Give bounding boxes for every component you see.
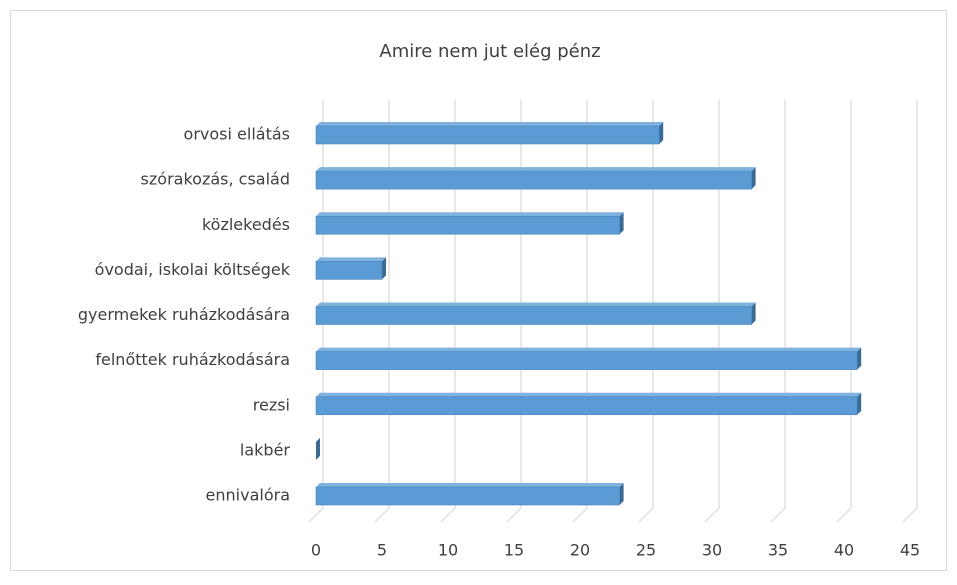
bar-face — [315, 351, 858, 370]
bar — [315, 483, 624, 506]
x-tick-label: 35 — [768, 541, 788, 560]
bar-face — [315, 170, 752, 190]
bar-face — [315, 396, 858, 416]
y-tick-label: felnőttek ruházkodására — [95, 350, 290, 369]
bar-face — [316, 212, 624, 217]
bar-face — [316, 437, 320, 460]
bar-face — [619, 212, 624, 235]
grid-line — [308, 100, 324, 523]
chart-title: Amire nem jut elég pénz — [379, 41, 600, 62]
x-tick-label: 25 — [636, 541, 656, 560]
bar — [315, 392, 862, 416]
x-tick-label: 40 — [834, 541, 854, 560]
bar-face — [316, 167, 756, 172]
bar-face — [857, 347, 862, 370]
y-tick-label: rezsi — [253, 395, 290, 414]
grid-line — [374, 100, 390, 523]
grid-line — [440, 100, 456, 523]
y-tick-label: közlekedés — [202, 215, 290, 234]
bar-face — [316, 483, 624, 487]
bar-face — [315, 125, 660, 145]
y-tick-label: szórakozás, család — [141, 170, 290, 189]
bar-face — [316, 257, 386, 262]
grid-line — [836, 100, 852, 523]
bar-face — [316, 302, 756, 307]
bar — [315, 212, 624, 235]
y-tick-label: ennivalóra — [206, 486, 290, 505]
bar — [315, 302, 756, 325]
x-tick-label: 5 — [377, 541, 387, 560]
x-tick-label: 45 — [900, 541, 920, 560]
grid-line — [572, 100, 588, 523]
bar — [316, 437, 320, 460]
y-tick-label: lakbér — [240, 440, 291, 459]
bar-face — [315, 486, 620, 506]
x-tick-label: 20 — [570, 541, 590, 560]
grid-line — [704, 100, 720, 523]
x-tick-label: 0 — [311, 541, 321, 560]
bar — [315, 122, 664, 145]
bar — [315, 347, 862, 370]
y-tick-label: gyermekek ruházkodására — [78, 305, 290, 324]
bar-face — [316, 347, 862, 352]
bar-face — [659, 122, 664, 144]
grid-line — [902, 100, 918, 523]
bar-face — [382, 257, 386, 280]
bar-face — [315, 306, 752, 325]
bar-face — [316, 122, 664, 126]
x-tick-label: 15 — [504, 541, 524, 560]
bar — [315, 257, 386, 280]
bar-face — [315, 261, 383, 280]
x-tick-label: 10 — [438, 541, 458, 560]
bar-face — [751, 302, 756, 325]
bar-face — [619, 483, 624, 505]
grid-line — [638, 100, 654, 523]
y-tick-label: óvodai, iskolai költségek — [95, 260, 291, 279]
y-tick-label: orvosi ellátás — [184, 125, 290, 144]
bar-face — [316, 392, 862, 397]
grid-line — [506, 100, 522, 523]
grid-line — [770, 100, 786, 523]
x-tick-label: 30 — [702, 541, 722, 560]
bar-face — [857, 392, 862, 415]
bar — [315, 167, 756, 190]
chart-frame — [10, 10, 947, 571]
bar-face — [751, 167, 756, 190]
bar-face — [315, 215, 620, 235]
